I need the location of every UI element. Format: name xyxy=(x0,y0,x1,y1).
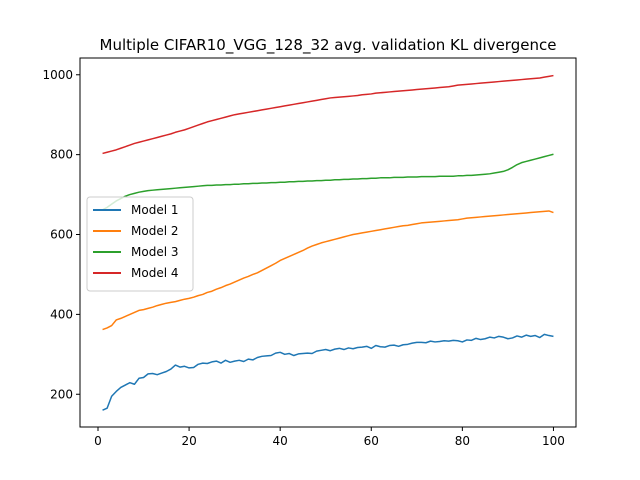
x-tick-label: 40 xyxy=(273,434,288,448)
series-layer xyxy=(102,74,554,411)
x-tick-label: 20 xyxy=(181,434,196,448)
legend-label-2: Model 2 xyxy=(131,224,178,238)
legend: Model 1 Model 2 Model 3 Model 4 xyxy=(86,196,194,292)
series-line-3 xyxy=(102,153,554,211)
y-tick-label: 1000 xyxy=(42,68,73,82)
x-tick-label: 0 xyxy=(94,434,102,448)
x-tick-label: 100 xyxy=(542,434,565,448)
y-axis: 200 400 600 800 1000 xyxy=(42,68,80,401)
chart-title: Multiple CIFAR10_VGG_128_32 avg. validat… xyxy=(100,36,557,55)
legend-box xyxy=(86,196,194,292)
legend-label-3: Model 3 xyxy=(131,245,178,259)
plot-frame xyxy=(79,57,577,428)
y-tick-label: 600 xyxy=(50,228,73,242)
x-axis: 0 20 40 60 80 100 xyxy=(94,427,565,448)
series-line-1 xyxy=(102,333,554,411)
series-line-4 xyxy=(102,74,554,155)
y-tick-label: 400 xyxy=(50,307,73,321)
x-tick-label: 80 xyxy=(455,434,470,448)
legend-label-1: Model 1 xyxy=(131,203,178,217)
legend-label-4: Model 4 xyxy=(131,266,178,280)
series-line-2 xyxy=(102,210,554,331)
x-tick-label: 60 xyxy=(364,434,379,448)
y-tick-label: 800 xyxy=(50,148,73,162)
y-tick-label: 200 xyxy=(50,387,73,401)
